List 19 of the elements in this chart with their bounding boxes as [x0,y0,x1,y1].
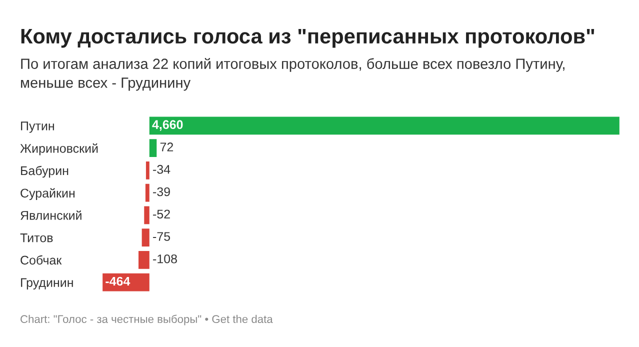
y-tick-label: Бабурин [21,166,68,178]
y-tick-label: Явлинский [20,210,82,220]
text: Chart: "Голос - за честные выборы" • Get the data [20,314,273,326]
y-tick-label: Жириновский [20,143,98,156]
y-tick-label: Сурайкин [20,188,75,200]
chart-subtitle: По итогам анализа 22 копий итоговых протоколов, больше всех повезло Путину, меньше всех - Грудинину [21,58,564,91]
data-label: -464 [106,276,130,286]
data-label: -52 [153,210,170,219]
y-tick-label: Титов [20,233,53,242]
y-tick-label: Путин [21,122,54,133]
chart-title: Кому достались голоса из "переписанных протоколов" [21,29,594,48]
data-label: 4,660 [152,120,183,131]
data-label: -108 [153,254,177,264]
data-label: -39 [153,187,170,196]
y-tick-label: Собчак [20,255,62,265]
data-label: -75 [153,232,170,241]
y-tick-label: Грудинин [21,278,73,290]
data-label: -34 [153,164,170,174]
data-label: 72 [160,142,174,152]
